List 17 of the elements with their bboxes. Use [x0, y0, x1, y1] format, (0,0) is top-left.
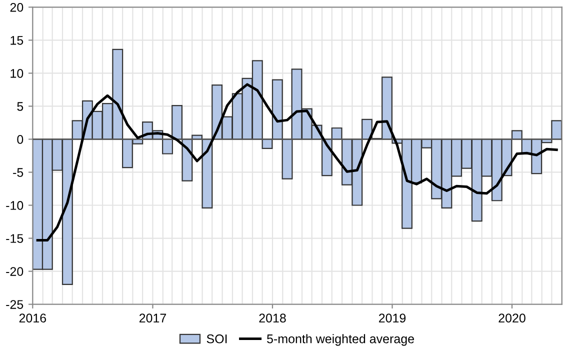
x-tick-label: 2016 — [19, 314, 46, 323]
y-tick-label: -15 — [6, 234, 24, 243]
x-tick-label: 2018 — [259, 314, 286, 323]
legend-label: 5-month weighted average — [267, 334, 414, 346]
legend-label: SOI — [206, 334, 227, 344]
y-tick-label: -20 — [6, 267, 24, 276]
x-tick-label: 2019 — [378, 314, 406, 323]
y-tick-label: -25 — [6, 300, 24, 309]
y-tick-label: 15 — [10, 36, 24, 45]
y-tick-label: -10 — [6, 201, 24, 210]
y-tick-label: 0 — [17, 135, 24, 144]
x-tick-label: 2017 — [139, 314, 166, 323]
y-tick-label: 5 — [17, 102, 24, 111]
x-tick-label: 2020 — [498, 314, 526, 323]
y-tick-label: 10 — [10, 68, 24, 78]
y-tick-label: 20 — [10, 2, 24, 12]
y-tick-label: -5 — [13, 168, 24, 177]
